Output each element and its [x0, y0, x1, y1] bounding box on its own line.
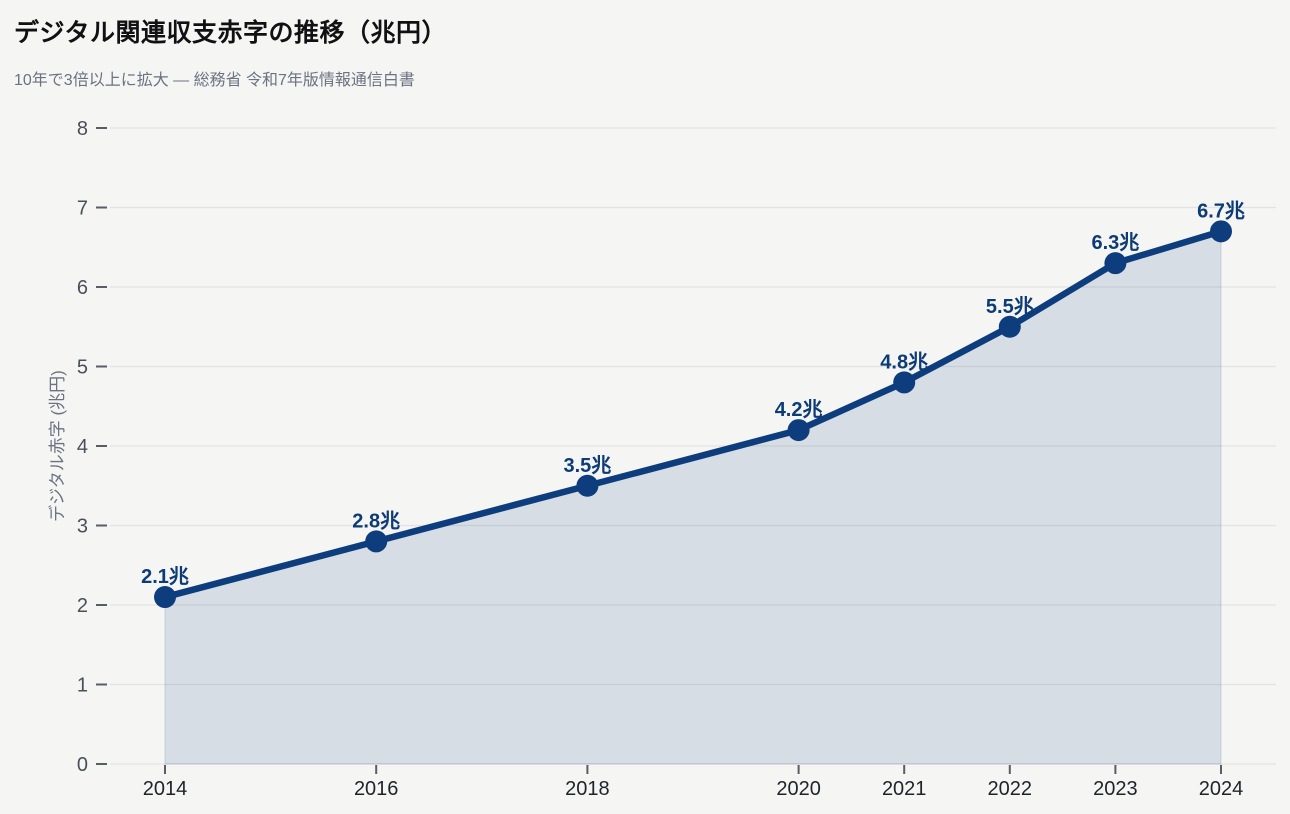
data-point-label: 4.8兆 [880, 350, 928, 373]
data-point [576, 474, 599, 497]
data-point [998, 315, 1021, 338]
x-tick-label: 2024 [1199, 778, 1244, 800]
x-tick-label: 2021 [882, 778, 927, 800]
y-axis-label: デジタル赤字 (兆円) [47, 370, 67, 522]
data-point-label: 6.3兆 [1091, 231, 1139, 254]
y-tick-label: 7 [77, 198, 88, 220]
y-tick-label: 5 [77, 357, 88, 379]
x-tick-label: 2018 [565, 778, 610, 800]
chart-title: デジタル関連収支赤字の推移（兆円） [14, 19, 448, 47]
x-tick-label: 2016 [354, 778, 399, 800]
data-point-label: 4.2兆 [775, 398, 823, 421]
y-tick-label: 8 [77, 118, 88, 140]
area-fill [164, 230, 1222, 765]
data-point-label: 3.5兆 [563, 454, 611, 477]
chart-subtitle: 10年で3倍以上に拡大 — 総務省 令和7年版情報通信白書 [14, 72, 415, 89]
y-tick-label: 0 [77, 754, 88, 776]
x-tick-label: 2023 [1093, 778, 1138, 800]
data-point [365, 530, 388, 553]
y-tick-label: 2 [77, 595, 88, 617]
data-point-label: 5.5兆 [986, 295, 1034, 318]
x-tick-label: 2020 [776, 778, 821, 800]
y-tick-label: 4 [77, 436, 88, 458]
data-point [893, 371, 916, 394]
x-tick-label: 2022 [988, 778, 1033, 800]
line-series [161, 228, 1225, 601]
y-tick-label: 1 [77, 675, 88, 697]
x-tick-label: 2014 [143, 778, 188, 800]
data-point [787, 419, 810, 442]
y-tick-label: 6 [77, 277, 88, 299]
data-point-label: 2.1兆 [141, 565, 189, 588]
data-point [1210, 220, 1232, 243]
data-point [154, 586, 176, 609]
data-point-label: 2.8兆 [352, 509, 400, 532]
y-tick-label: 3 [77, 516, 88, 538]
data-point [1104, 252, 1127, 275]
data-point-label: 6.7兆 [1197, 199, 1245, 222]
